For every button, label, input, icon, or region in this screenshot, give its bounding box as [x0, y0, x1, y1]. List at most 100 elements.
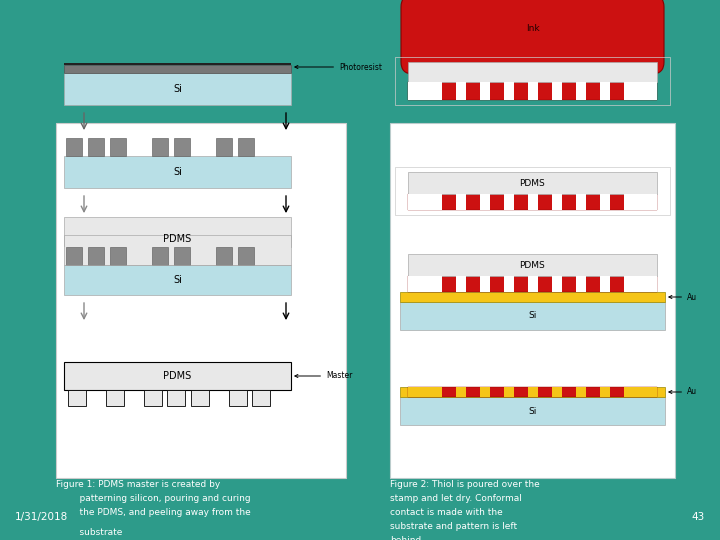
Bar [528, 387, 538, 397]
Bar [64, 235, 291, 265]
Text: Figure 2: Thiol is poured over the: Figure 2: Thiol is poured over the [390, 480, 540, 489]
Bar [66, 247, 82, 265]
Bar [600, 82, 610, 100]
Bar [480, 387, 490, 397]
Bar [480, 276, 490, 292]
Text: Master: Master [295, 372, 352, 381]
Bar [503, 276, 513, 292]
Bar [408, 172, 657, 194]
Text: substrate: substrate [68, 528, 122, 537]
Bar [152, 247, 168, 265]
Text: Si: Si [528, 312, 536, 321]
Bar [64, 156, 291, 188]
Bar [408, 387, 657, 397]
Text: Ink: Ink [526, 24, 539, 33]
Bar [624, 82, 657, 100]
Bar [106, 390, 124, 406]
Bar [174, 138, 190, 156]
Bar [552, 276, 562, 292]
Bar [88, 138, 104, 156]
Bar [624, 276, 657, 292]
Bar [144, 390, 162, 406]
Bar [552, 82, 562, 100]
Text: Photoresist: Photoresist [295, 63, 382, 71]
Bar [552, 194, 562, 210]
Bar [528, 82, 538, 100]
Bar [216, 247, 232, 265]
Text: 1/31/2018: 1/31/2018 [15, 512, 68, 522]
Text: Si: Si [173, 275, 182, 285]
Bar [624, 387, 657, 397]
Bar [400, 302, 665, 330]
Bar [528, 276, 538, 292]
Bar [528, 194, 538, 210]
Bar [480, 194, 490, 210]
Text: PDMS: PDMS [520, 179, 545, 187]
Bar [408, 276, 657, 292]
FancyBboxPatch shape [401, 0, 664, 74]
Bar [480, 82, 490, 100]
Bar [395, 167, 670, 215]
Bar [110, 247, 126, 265]
Text: stamp and let dry. Conformal: stamp and let dry. Conformal [390, 494, 522, 503]
Bar [229, 390, 247, 406]
Text: 43: 43 [692, 512, 705, 522]
Text: PDMS: PDMS [163, 371, 192, 381]
Bar [191, 390, 209, 406]
Bar [503, 387, 513, 397]
Bar [600, 276, 610, 292]
Bar [238, 138, 254, 156]
Bar [64, 265, 291, 295]
Bar [152, 138, 168, 156]
Bar [575, 194, 585, 210]
Text: Si: Si [173, 167, 182, 177]
Bar [408, 194, 441, 210]
Text: the PDMS, and peeling away from the: the PDMS, and peeling away from the [68, 508, 251, 517]
Bar [408, 62, 657, 82]
Bar [64, 362, 291, 390]
Bar [408, 254, 657, 276]
Bar [408, 82, 441, 100]
Bar [216, 138, 232, 156]
Text: PDMS: PDMS [163, 234, 192, 244]
Bar [456, 82, 466, 100]
Bar [575, 387, 585, 397]
Bar [68, 390, 86, 406]
Text: contact is made with the: contact is made with the [390, 508, 503, 517]
Text: Au: Au [669, 293, 697, 301]
Bar [64, 73, 291, 105]
Bar [64, 247, 291, 265]
Text: Si: Si [173, 84, 182, 94]
Text: patterning silicon, pouring and curing: patterning silicon, pouring and curing [68, 494, 251, 503]
Text: behind.: behind. [390, 536, 424, 540]
Bar [624, 194, 657, 210]
Text: PDMS: PDMS [520, 260, 545, 269]
Bar [456, 194, 466, 210]
Text: Si: Si [528, 407, 536, 415]
Bar [88, 247, 104, 265]
Bar [400, 397, 665, 425]
Bar [395, 57, 670, 105]
Text: Au: Au [669, 388, 697, 396]
Bar [252, 390, 270, 406]
Bar [110, 138, 126, 156]
Bar [600, 387, 610, 397]
Bar [575, 276, 585, 292]
Bar [238, 247, 254, 265]
Bar [400, 292, 665, 302]
Bar [575, 82, 585, 100]
Bar [400, 387, 665, 397]
Text: substrate and pattern is left: substrate and pattern is left [390, 522, 517, 531]
Bar [456, 276, 466, 292]
Bar [552, 387, 562, 397]
Bar [390, 123, 675, 478]
Bar [408, 387, 441, 397]
Bar [174, 247, 190, 265]
Bar [66, 138, 82, 156]
Bar [408, 194, 657, 210]
Bar [56, 123, 346, 478]
Bar [64, 217, 291, 247]
Bar [64, 63, 291, 65]
Bar [408, 82, 657, 100]
Bar [64, 65, 291, 73]
